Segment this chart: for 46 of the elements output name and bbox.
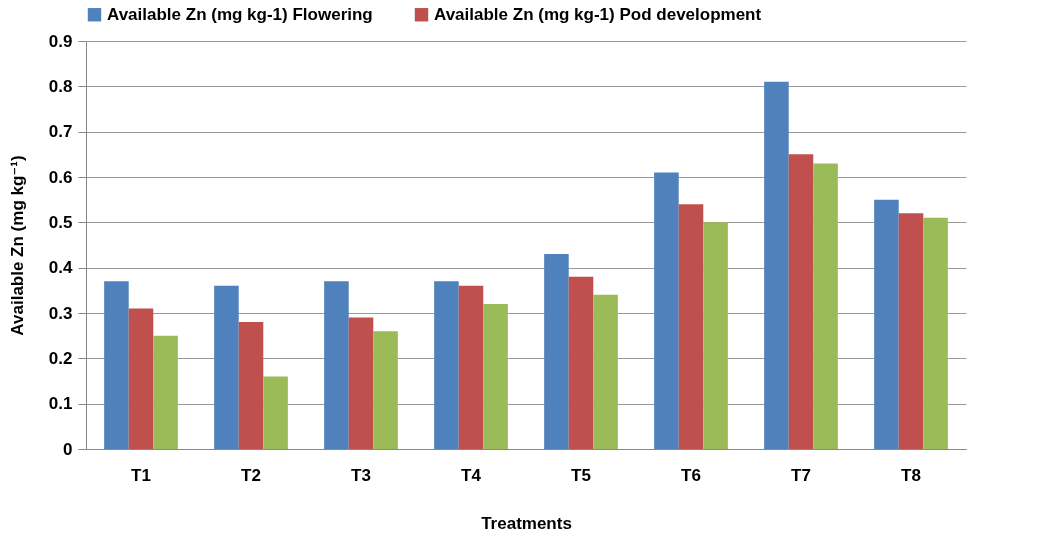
x-tick-label: T5 bbox=[571, 465, 591, 485]
y-tick-label: 0.4 bbox=[48, 258, 74, 278]
bar bbox=[238, 322, 264, 449]
x-tick-label: T2 bbox=[241, 465, 261, 485]
y-tick-label: 0 bbox=[63, 439, 73, 459]
y-tick-label: 0.9 bbox=[48, 31, 73, 51]
bar bbox=[923, 217, 948, 449]
bar bbox=[483, 303, 508, 449]
bar bbox=[874, 199, 899, 449]
y-tick-label: 0.6 bbox=[48, 167, 73, 187]
y-tick-label: 0.1 bbox=[48, 394, 73, 414]
bar bbox=[813, 163, 838, 449]
y-tick-label: 0.2 bbox=[48, 348, 73, 368]
bar bbox=[373, 331, 398, 449]
legend-label: Available Zn (mg kg-1) Pod development bbox=[434, 4, 762, 24]
x-tick-label: T8 bbox=[901, 465, 921, 485]
bar bbox=[593, 294, 618, 449]
bar bbox=[898, 213, 924, 449]
bar bbox=[324, 281, 349, 449]
y-tick-label: 0.7 bbox=[48, 122, 73, 142]
bar bbox=[703, 222, 728, 449]
x-tick-label: T3 bbox=[351, 465, 371, 485]
y-tick-label: 0.8 bbox=[48, 76, 73, 96]
x-axis-title: Treatments bbox=[481, 513, 572, 533]
bar bbox=[764, 81, 789, 449]
bar bbox=[568, 276, 594, 449]
bar bbox=[678, 204, 704, 449]
y-tick-label: 0.5 bbox=[48, 212, 73, 232]
bar bbox=[654, 172, 679, 449]
bar bbox=[153, 335, 178, 449]
bar bbox=[104, 281, 129, 449]
y-axis-title: Available Zn (mg kg⁻¹) bbox=[7, 155, 27, 336]
x-tick-label: T6 bbox=[681, 465, 701, 485]
bar bbox=[788, 154, 814, 449]
bar bbox=[214, 285, 239, 449]
bar bbox=[128, 308, 154, 449]
bar bbox=[434, 281, 459, 449]
legend-label: Available Zn (mg kg-1) Flowering bbox=[107, 4, 373, 24]
y-tick-label: 0.3 bbox=[48, 303, 73, 323]
x-tick-label: T7 bbox=[791, 465, 811, 485]
x-tick-label: T4 bbox=[461, 465, 482, 485]
bar bbox=[263, 376, 288, 449]
bar bbox=[544, 254, 569, 449]
x-tick-label: T1 bbox=[131, 465, 151, 485]
bar bbox=[348, 317, 374, 449]
bar bbox=[458, 285, 484, 449]
